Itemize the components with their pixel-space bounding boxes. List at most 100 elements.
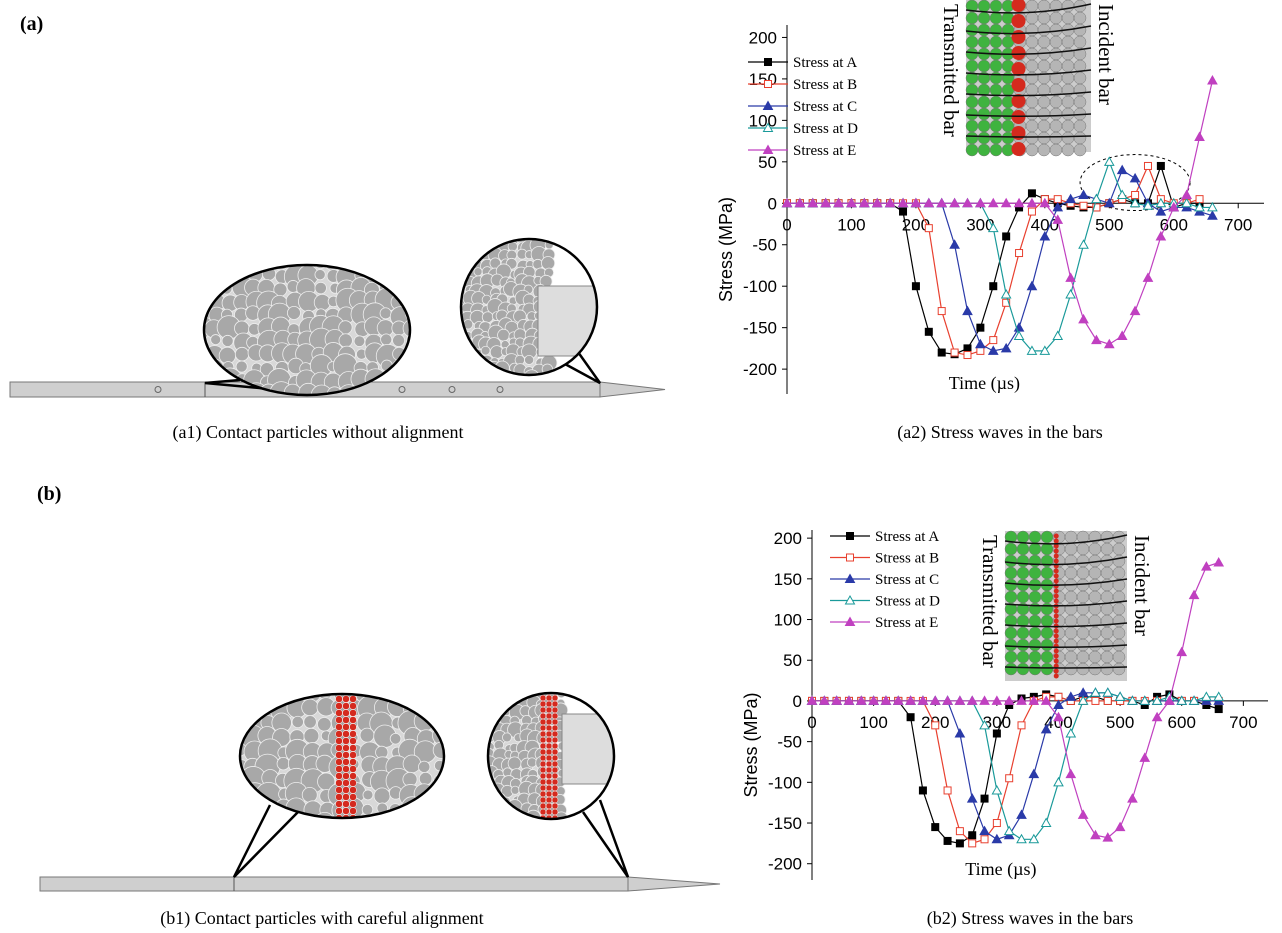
- particle: [286, 305, 301, 320]
- particle: [488, 707, 495, 718]
- illustration: [9, 237, 721, 892]
- particle: [303, 727, 320, 744]
- inset-particle: [1025, 95, 1039, 109]
- particle: [519, 820, 529, 830]
- legend-label: Stress at D: [875, 594, 940, 610]
- marker: [831, 695, 843, 705]
- aligned-particle: [539, 700, 547, 708]
- particle: [206, 397, 228, 419]
- inset-particle: [1025, 83, 1039, 97]
- aligned-particle: [349, 779, 357, 787]
- marker: [1201, 561, 1212, 571]
- marker: [942, 695, 953, 705]
- inset-particle: [965, 119, 979, 133]
- y-tick-label: 200: [749, 28, 777, 47]
- inset-particle: [1061, 107, 1075, 121]
- aligned-particle: [342, 744, 350, 752]
- particle: [524, 354, 535, 365]
- marker: [806, 695, 818, 705]
- aligned-particle: [539, 772, 547, 780]
- marker: [1102, 832, 1114, 842]
- marker: [943, 836, 952, 845]
- inset-particle: [1088, 566, 1102, 580]
- marker: [818, 695, 830, 705]
- inset-particle: [965, 131, 979, 145]
- aligned-particle: [545, 706, 553, 714]
- bubble-tail: [581, 799, 630, 878]
- marker: [992, 819, 1001, 828]
- legend-label: Stress at A: [793, 55, 857, 71]
- marker: [1052, 201, 1064, 212]
- particle: [419, 800, 434, 815]
- panel-label: (b): [37, 483, 61, 505]
- particle: [419, 832, 432, 845]
- particle: [380, 333, 393, 346]
- marker: [976, 323, 985, 332]
- marker: [1016, 833, 1027, 844]
- particle: [445, 755, 466, 776]
- inset-particle: [1100, 542, 1114, 556]
- aligned-particle: [335, 772, 343, 780]
- inset-particle: [965, 143, 979, 157]
- marker: [979, 695, 990, 705]
- inset-particle: [1011, 0, 1026, 12]
- particle: [262, 403, 272, 413]
- inset-particle: [1053, 613, 1059, 619]
- marker: [966, 793, 978, 803]
- y-tick-label: -100: [768, 773, 802, 792]
- aligned-particle: [551, 700, 559, 708]
- inset-particle: [1040, 566, 1054, 580]
- aligned-particle: [335, 730, 343, 738]
- marker: [1127, 793, 1138, 803]
- gauge: [496, 386, 504, 393]
- aligned-particle: [349, 807, 357, 815]
- marker: [980, 835, 989, 844]
- inset-particle: [1053, 573, 1059, 579]
- aligned-particle: [342, 730, 350, 738]
- particle: [353, 400, 368, 415]
- bubble-tail: [232, 804, 299, 878]
- marker: [968, 839, 977, 848]
- inset-particle: [1016, 638, 1030, 652]
- inset-particle: [1100, 638, 1114, 652]
- particle: [470, 360, 486, 375]
- aligned-particle: [545, 712, 553, 720]
- inset-particle: [977, 35, 991, 49]
- particle: [461, 346, 470, 363]
- particle: [237, 400, 248, 411]
- particle: [398, 810, 421, 818]
- particles: [240, 694, 466, 845]
- particle: [335, 833, 346, 844]
- force-chain: [1004, 578, 1128, 586]
- caption: (b2) Stress waves in the bars: [927, 908, 1133, 929]
- aligned-particle: [545, 694, 553, 702]
- bar-section: [561, 713, 614, 785]
- inset-particle: [1073, 83, 1087, 97]
- aligned-particle: [349, 765, 357, 773]
- particle: [360, 815, 374, 818]
- inset-image: [1004, 530, 1128, 681]
- marker: [1065, 768, 1077, 779]
- marker: [1151, 711, 1163, 722]
- chart: Transmitted bar Incident bar -200 -150 -100 -…: [741, 529, 1268, 880]
- inset-particle: [1028, 554, 1042, 568]
- marker: [1003, 825, 1015, 836]
- aligned-particle: [551, 730, 559, 738]
- marker: [954, 695, 966, 705]
- inset-particle: [1073, 119, 1087, 133]
- y-tick-label: -200: [743, 360, 777, 379]
- particle: [297, 396, 318, 417]
- marker: [1116, 189, 1128, 199]
- inset-particle: [1011, 142, 1026, 156]
- inset-particle: [1112, 566, 1126, 580]
- particle: [402, 318, 410, 338]
- particle: [360, 394, 384, 395]
- inset-particle: [1064, 542, 1078, 556]
- particle: [443, 723, 444, 750]
- inset-particle: [1004, 566, 1018, 580]
- particle: [434, 801, 444, 813]
- marker: [950, 348, 959, 357]
- particle: [283, 396, 306, 419]
- marker: [1195, 195, 1204, 204]
- particle: [418, 771, 433, 786]
